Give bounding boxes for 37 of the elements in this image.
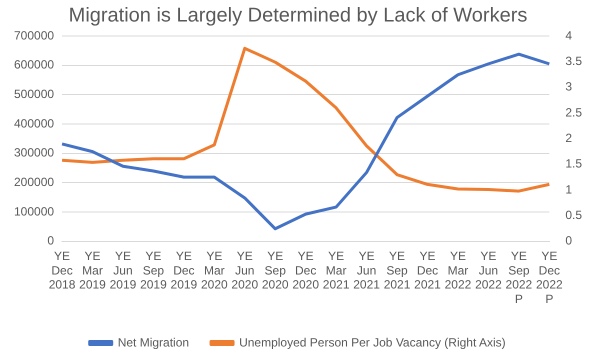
y-tick-label: 200000 bbox=[14, 175, 54, 190]
x-tick-label: YE Dec 2021 bbox=[414, 248, 442, 292]
y-tick-label: 300000 bbox=[14, 146, 54, 160]
legend-label: Net Migration bbox=[118, 335, 190, 350]
x-tick-label: YE Mar 2022 bbox=[444, 248, 472, 292]
x-tick-label: YE Mar 2021 bbox=[322, 248, 350, 292]
y2-tick-label: 0.5 bbox=[565, 208, 582, 222]
y2-tick-label: 2 bbox=[565, 131, 572, 146]
y-tick-label: 0 bbox=[47, 234, 54, 248]
x-tick-label: YE Jun 2020 bbox=[231, 248, 258, 292]
y-tick-label: 700000 bbox=[14, 28, 54, 42]
y2-tick-label: 1.5 bbox=[565, 156, 582, 171]
x-tick-label: YE Sep 2022 P bbox=[506, 248, 533, 306]
x-tick-label: YE Mar 2020 bbox=[200, 248, 228, 292]
y2-tick-label: 3.5 bbox=[565, 54, 582, 68]
chart-title: Migration is Largely Determined by Lack of Workers bbox=[68, 4, 528, 27]
x-tick-label: YE Dec 2019 bbox=[170, 248, 198, 292]
x-tick-label: YE Sep 2021 bbox=[384, 248, 411, 292]
y-tick-label: 400000 bbox=[14, 116, 54, 130]
x-tick-label: YE Jun 2022 bbox=[475, 248, 502, 292]
x-tick-label: YE Sep 2019 bbox=[140, 248, 168, 292]
y2-tick-label: 1 bbox=[565, 182, 572, 196]
legend-label: Unemployed Person Per Job Vacancy (Right Axis) bbox=[239, 335, 506, 350]
x-tick-label: YE Jun 2021 bbox=[353, 248, 380, 292]
y2-tick-label: 4 bbox=[565, 28, 572, 42]
x-tick-label: YE Dec 2020 bbox=[292, 248, 320, 292]
y2-tick-label: 3 bbox=[565, 80, 572, 94]
x-tick-label: YE Sep 2020 bbox=[262, 248, 289, 292]
x-tick-label: YE Mar 2019 bbox=[79, 248, 106, 292]
x-tick-label: YE Dec 2022 P bbox=[536, 248, 563, 306]
y-tick-label: 500000 bbox=[14, 87, 54, 101]
y2-tick-label: 0 bbox=[565, 234, 572, 248]
y-tick-label: 600000 bbox=[14, 58, 54, 72]
x-tick-label: YE Jun 2019 bbox=[110, 248, 137, 292]
y-tick-label: 100000 bbox=[14, 204, 54, 218]
x-tick-label: YE Dec 2018 bbox=[48, 248, 76, 292]
y2-tick-label: 2.5 bbox=[565, 105, 582, 120]
